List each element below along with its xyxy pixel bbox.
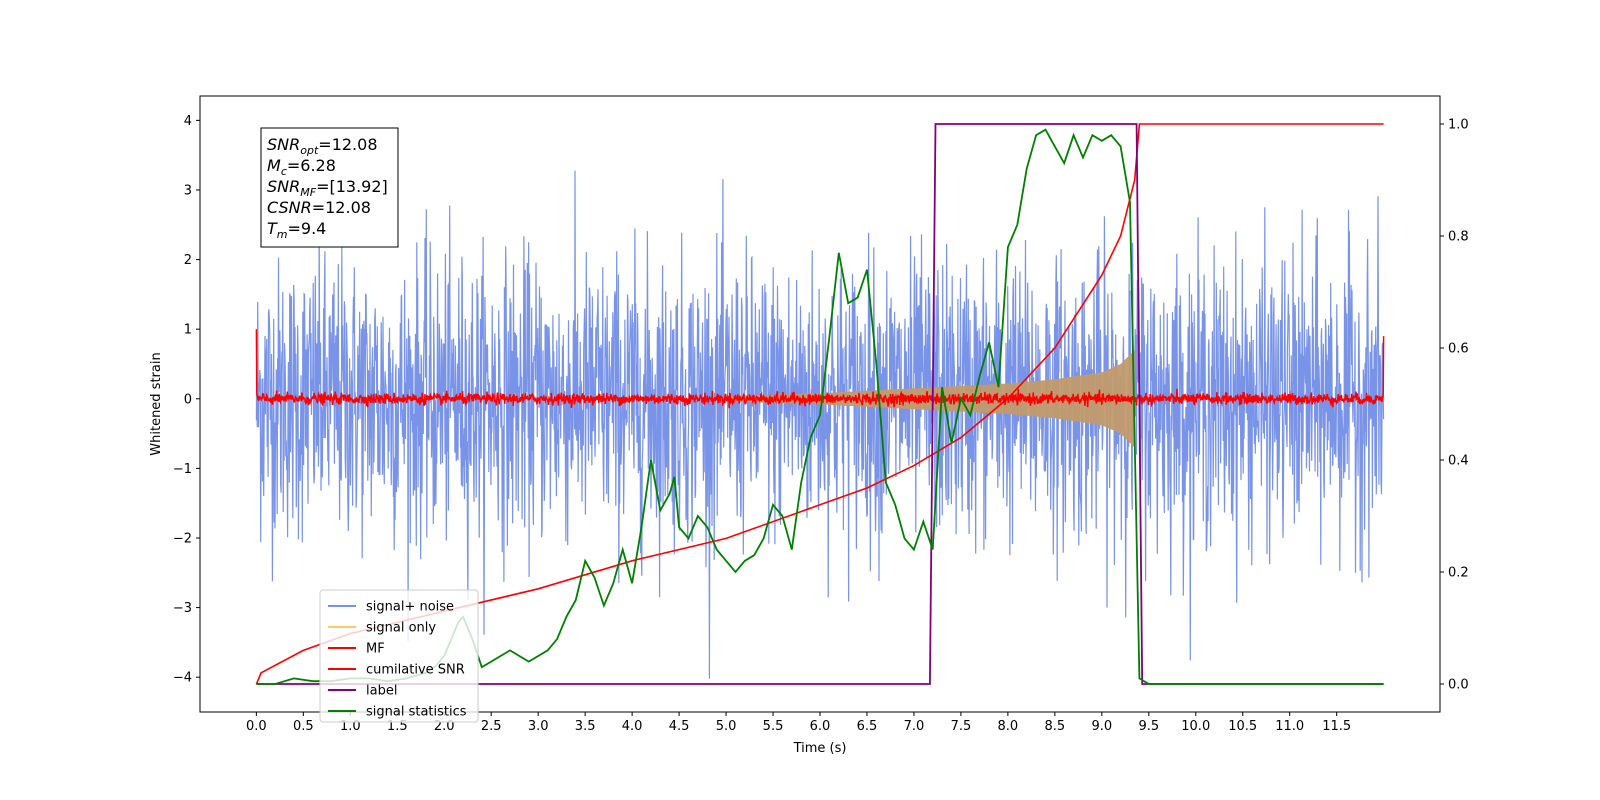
mf-series: [255, 329, 1385, 409]
x-tick-label: 10.5: [1228, 719, 1257, 734]
y-right-tick-label: 0.8: [1448, 230, 1469, 245]
x-tick-label: 11.5: [1322, 719, 1351, 734]
y-tick-label: −1: [173, 462, 192, 477]
legend-frame: [319, 589, 479, 723]
x-tick-label: 2.5: [481, 719, 502, 734]
legend-label: signal only: [366, 621, 436, 636]
annotation-line: SNRopt=12.08: [267, 135, 378, 157]
annotation-line: SNRMF=[13.92]: [267, 177, 388, 199]
legend-label: signal statistics: [366, 705, 467, 720]
x-tick-label: 3.5: [575, 719, 596, 734]
x-tick-label: 9.0: [1091, 719, 1112, 734]
x-tick-label: 0.0: [246, 719, 267, 734]
y-tick-label: 0: [184, 392, 192, 407]
x-tick-label: 1.5: [387, 719, 408, 734]
x-tick-label: 4.5: [669, 719, 690, 734]
annotation-frame: [260, 127, 399, 248]
x-tick-label: 0.5: [293, 719, 314, 734]
x-tick-label: 7.0: [904, 719, 925, 734]
y-tick-label: 4: [184, 114, 192, 129]
x-tick-label: 5.0: [716, 719, 737, 734]
x-tick-label: 9.5: [1138, 719, 1159, 734]
y-tick-label: 2: [184, 253, 192, 268]
x-tick-label: 4.0: [622, 719, 643, 734]
legend-label: signal+ noise: [366, 600, 454, 615]
y-right-tick-label: 0.4: [1448, 454, 1469, 469]
y-axis-label: Whitened strain: [149, 352, 164, 455]
x-tick-label: 8.5: [1045, 719, 1066, 734]
x-tick-label: 3.0: [528, 719, 549, 734]
y-tick-label: −3: [173, 601, 192, 616]
x-tick-label: 1.0: [340, 719, 361, 734]
y-right-tick-label: 0.0: [1448, 678, 1469, 693]
legend-label: label: [366, 684, 397, 699]
y-tick-label: −4: [173, 671, 192, 686]
legend: signal+ noise signal only MF cumilative SNR…: [319, 589, 479, 723]
x-axis: 0.0 0.5 1.0 1.5 2.0 2.5 3.0 3.5 4.0 4.5 5.0 5.5 6.0 6…: [246, 712, 1351, 734]
y-tick-label: −2: [173, 531, 192, 546]
x-tick-label: 7.5: [951, 719, 972, 734]
annotation-line: Mc=6.28: [267, 156, 336, 178]
y-right-tick-label: 0.2: [1448, 566, 1469, 581]
x-tick-label: 5.5: [763, 719, 784, 734]
x-tick-label: 6.0: [810, 719, 831, 734]
annotation-line: CSNR=12.08: [267, 198, 371, 217]
y-right-tick-label: 0.6: [1448, 342, 1469, 357]
x-axis-label: Time (s): [793, 741, 847, 756]
y-axis-right: 1.0 0.8 0.6 0.4 0.2 0.0: [1440, 118, 1469, 693]
legend-label: cumilative SNR: [366, 663, 465, 678]
mf-line: [255, 329, 1385, 409]
annotation-line: Tm=9.4: [267, 219, 326, 241]
y-tick-label: 3: [184, 183, 192, 198]
y-axis-left: 4 3 2 1 0 −1 −2 −3 −4: [173, 114, 200, 686]
x-tick-label: 10.0: [1181, 719, 1210, 734]
y-right-tick-label: 1.0: [1448, 118, 1469, 133]
x-tick-label: 11.0: [1275, 719, 1304, 734]
annotation-box: SNRopt=12.08Mc=6.28SNRMF=[13.92]CSNR=12.…: [260, 127, 399, 248]
y-tick-label: 1: [184, 323, 192, 338]
legend-label: MF: [366, 642, 385, 657]
x-tick-label: 8.0: [998, 719, 1019, 734]
x-tick-label: 2.0: [434, 719, 455, 734]
x-tick-label: 6.5: [857, 719, 878, 734]
